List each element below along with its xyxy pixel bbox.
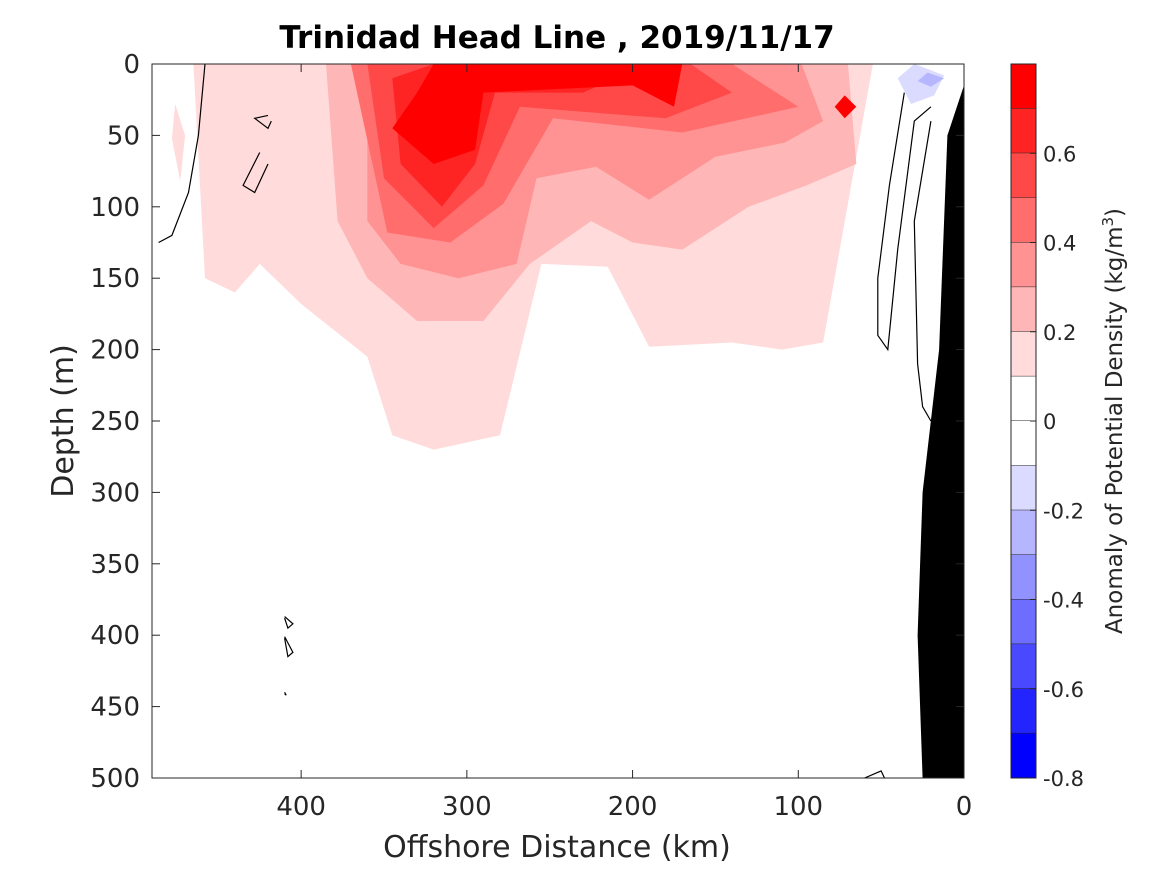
colorbar-swatch <box>1011 510 1036 555</box>
colorbar-tick-label: 0 <box>1043 410 1056 434</box>
colorbar-swatch <box>1011 421 1036 466</box>
colorbar-swatch <box>1011 688 1036 734</box>
contour-fill-region-1 <box>171 104 186 182</box>
y-tick-label: 500 <box>90 764 140 794</box>
colorbar-tick-label: -0.4 <box>1043 589 1084 613</box>
colorbar-swatch <box>1011 733 1036 778</box>
colorbar: 0.6 0.4 0.2 0 -0.2 -0.4 -0.6 -0.8 <box>1010 63 1084 791</box>
colorbar-swatch <box>1011 644 1036 689</box>
y-axis-label: Depth (m) <box>46 344 81 498</box>
y-tick-label: 0 <box>123 50 140 80</box>
colorbar-tick-label: -0.8 <box>1043 767 1084 791</box>
zero-contour-line-7 <box>284 692 287 696</box>
colorbar-swatch <box>1011 242 1036 288</box>
contour-fill-region-9 <box>897 64 945 104</box>
colorbar-label: Anomaly of Potential Density (kg/m3) <box>1099 208 1128 634</box>
y-tick-label: 350 <box>90 550 140 580</box>
colorbar-swatch <box>1011 197 1036 243</box>
zero-contour-line-0 <box>158 64 206 244</box>
y-tick-label: 400 <box>90 621 140 651</box>
y-tick-label: 300 <box>90 478 140 508</box>
x-tick-label: 300 <box>442 792 492 822</box>
colorbar-tick-label: -0.6 <box>1043 678 1084 702</box>
colorbar-tick-label: 0.2 <box>1043 321 1076 345</box>
y-tick-label: 150 <box>90 264 140 294</box>
colorbar-label-suffix: ) <box>1102 208 1128 217</box>
colorbar-swatch <box>1011 599 1036 645</box>
zero-contour-line-3 <box>242 152 269 194</box>
y-tick-label: 100 <box>90 193 140 223</box>
x-axis-label: Offshore Distance (km) <box>383 830 731 865</box>
y-tick-label: 450 <box>90 693 140 723</box>
zero-contour-line-8 <box>864 770 886 778</box>
zero-contour-line-1 <box>877 92 932 352</box>
colorbar-swatch <box>1011 331 1036 377</box>
colorbar-swatch <box>1011 554 1036 600</box>
zero-contour-line-2 <box>913 121 932 422</box>
x-tick-label: 400 <box>276 792 326 822</box>
y-tick-label: 50 <box>107 121 140 151</box>
plot-area: 400 300 200 100 0 0 50 100 150 200 250 300 350 400 450… <box>90 50 972 822</box>
colorbar-tick-label: 0.6 <box>1043 142 1076 166</box>
chart-title: Trinidad Head Line , 2019/11/17 <box>279 20 834 56</box>
y-tick-label: 200 <box>90 336 140 366</box>
contour-fill-region-7 <box>392 64 683 164</box>
zero-contour-line-5 <box>284 616 294 630</box>
colorbar-swatch <box>1011 108 1036 154</box>
x-tick-label: 0 <box>956 792 973 822</box>
x-tick-label: 200 <box>608 792 658 822</box>
contour-fill-region-8 <box>834 95 857 119</box>
colorbar-tick-label: -0.2 <box>1043 499 1084 523</box>
colorbar-label-superscript: 3 <box>1099 217 1117 227</box>
colorbar-swatch <box>1011 64 1036 109</box>
colorbar-tick-label: 0.4 <box>1043 232 1076 256</box>
bathymetry-seafloor <box>917 85 964 778</box>
contour-fill-region-10 <box>917 72 945 87</box>
colorbar-swatch <box>1011 153 1036 198</box>
x-tick-label: 100 <box>773 792 823 822</box>
colorbar-swatch <box>1011 465 1036 511</box>
colorbar-swatch <box>1011 376 1036 421</box>
zero-contour-line-6 <box>284 636 294 658</box>
y-tick-label: 250 <box>90 407 140 437</box>
colorbar-label-text: Anomaly of Potential Density (kg/m <box>1102 226 1128 634</box>
zero-contour-line-4 <box>253 114 272 130</box>
colorbar-swatch <box>1011 287 1036 332</box>
